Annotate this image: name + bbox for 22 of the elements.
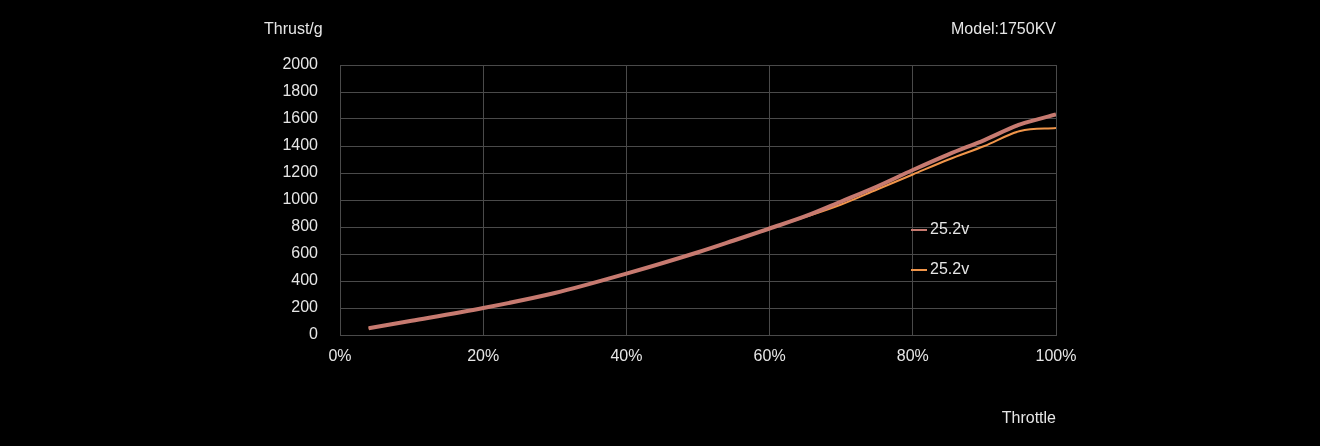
x-tick-label: 40% <box>610 347 643 365</box>
x-tick-label: 0% <box>328 347 352 365</box>
x-tick-label: 100% <box>1035 347 1077 365</box>
legend-label: 25.2v <box>930 220 970 238</box>
y-tick-label: 2000 <box>282 55 319 73</box>
y-tick-label: 800 <box>291 217 319 235</box>
y-tick-label: 1600 <box>282 109 319 127</box>
y-tick-label: 600 <box>291 244 319 262</box>
y-tick-label: 400 <box>291 271 319 289</box>
x-axis-title: Throttle <box>1001 409 1057 427</box>
y-tick-label: 1200 <box>282 163 319 181</box>
x-tick-label: 20% <box>467 347 500 365</box>
x-tick-label: 60% <box>753 347 786 365</box>
x-tick-label: 80% <box>896 347 929 365</box>
y-tick-label: 0 <box>309 325 319 343</box>
chart-title: Model:1750KV <box>951 20 1057 38</box>
y-tick-label: 1400 <box>282 136 319 154</box>
y-tick-label: 1000 <box>282 190 319 208</box>
y-tick-label: 1800 <box>282 82 319 100</box>
y-tick-label: 200 <box>291 298 319 316</box>
y-axis-title: Thrust/g <box>264 20 323 38</box>
legend-label: 25.2v <box>930 260 970 278</box>
